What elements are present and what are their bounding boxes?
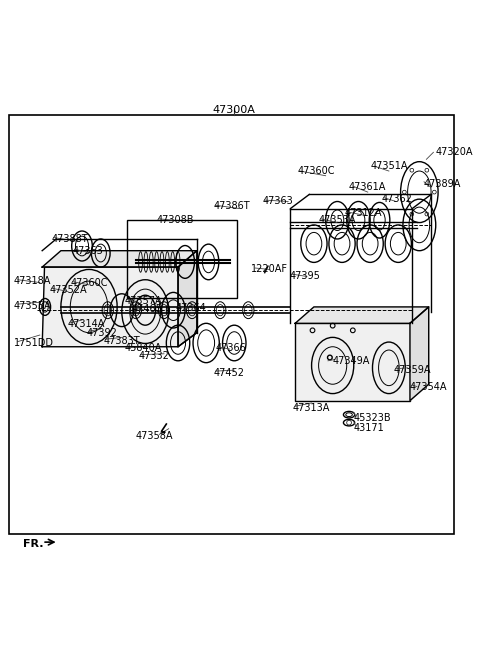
Text: 47366: 47366 xyxy=(216,343,246,353)
Text: 47355A: 47355A xyxy=(14,300,52,310)
Text: 47353A: 47353A xyxy=(319,215,356,225)
Text: 47388T: 47388T xyxy=(51,234,88,244)
Text: 47364: 47364 xyxy=(176,303,206,313)
Text: FR.: FR. xyxy=(24,539,44,548)
Bar xyxy=(127,220,237,298)
Text: 47318A: 47318A xyxy=(14,276,51,286)
Polygon shape xyxy=(178,251,197,347)
Text: 47357A: 47357A xyxy=(124,296,162,306)
Text: 47332: 47332 xyxy=(138,351,169,361)
Text: 1220AF: 1220AF xyxy=(251,264,288,274)
Text: 47349A: 47349A xyxy=(333,356,370,366)
Text: 47389A: 47389A xyxy=(424,178,461,189)
Text: 47300A: 47300A xyxy=(213,105,256,115)
Text: 47362: 47362 xyxy=(382,194,413,204)
Polygon shape xyxy=(410,307,429,401)
Text: 47354A: 47354A xyxy=(410,382,447,392)
Polygon shape xyxy=(42,251,197,267)
Text: 47313A: 47313A xyxy=(293,403,330,413)
FancyBboxPatch shape xyxy=(295,323,410,401)
Bar xyxy=(10,115,455,534)
Text: 47452: 47452 xyxy=(213,367,244,377)
Polygon shape xyxy=(295,307,429,323)
Text: 47386T: 47386T xyxy=(213,201,250,211)
Text: 47360C: 47360C xyxy=(70,278,108,288)
Text: 47352A: 47352A xyxy=(49,285,87,295)
Text: 47363: 47363 xyxy=(263,197,293,207)
Text: 47358A: 47358A xyxy=(136,431,173,441)
Text: 47392: 47392 xyxy=(87,328,118,338)
Text: 47314A: 47314A xyxy=(68,319,105,329)
Text: 45323B: 45323B xyxy=(354,413,391,423)
Text: 47360C: 47360C xyxy=(298,166,335,176)
Text: 47363: 47363 xyxy=(72,246,103,256)
Text: 47312A: 47312A xyxy=(344,208,382,218)
Text: 47395: 47395 xyxy=(289,270,321,281)
Text: 47465: 47465 xyxy=(131,304,162,314)
Text: 47320A: 47320A xyxy=(436,148,473,157)
Text: 43171: 43171 xyxy=(354,423,384,433)
Text: 47308B: 47308B xyxy=(157,215,194,225)
Polygon shape xyxy=(42,267,178,347)
Text: 47351A: 47351A xyxy=(370,161,408,171)
Text: 47361A: 47361A xyxy=(349,182,386,192)
Text: 47359A: 47359A xyxy=(394,365,431,375)
Text: 1751DD: 1751DD xyxy=(14,338,54,348)
Text: 45840A: 45840A xyxy=(124,343,162,353)
Text: 47383T: 47383T xyxy=(103,336,140,346)
